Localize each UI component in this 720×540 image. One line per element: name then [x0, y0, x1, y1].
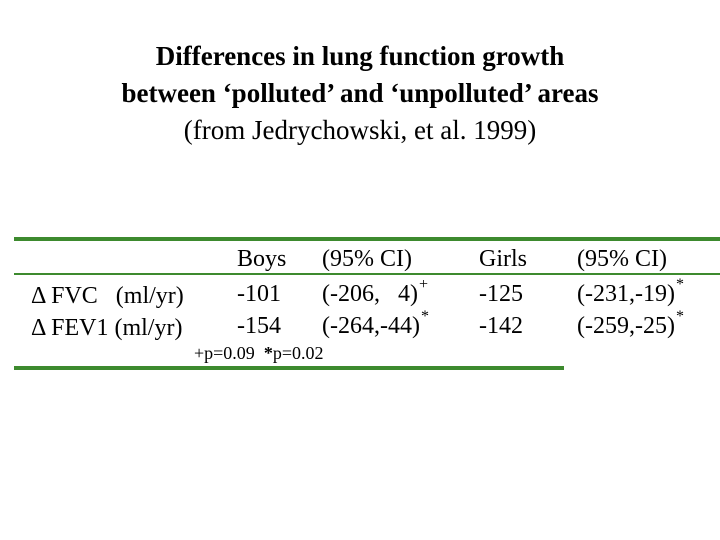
title-citation: (from Jedrychowski, et al. 1999): [183, 115, 537, 145]
row-fvc-boys-ci-value: (-206, 4): [322, 281, 418, 307]
row-fev1-girls-ci-value: (-259,-25): [577, 313, 675, 339]
header-boys: Boys: [237, 246, 287, 272]
row-label-fev1: Δ FEV1 (ml/yr): [31, 315, 183, 341]
row-label-fvc: Δ FVC (ml/yr): [31, 283, 184, 309]
row-fvc-girls-ci: (-231,-19)*: [577, 276, 684, 311]
row-fev1-boys-ci: (-264,-44)*: [322, 308, 429, 343]
row-fvc-boys-ci: (-206, 4)+: [322, 276, 428, 311]
footnote-plus: +p=0.09: [194, 343, 255, 363]
row-fvc-boys: -101: [237, 281, 281, 307]
row-fev1-girls-ci-mark: *: [675, 308, 684, 325]
row-fvc-girls-ci-mark: *: [675, 276, 684, 293]
footnote-star-mark: *: [263, 343, 273, 363]
row-fev1-girls: -142: [479, 313, 523, 339]
row-fev1-boys-ci-mark: *: [420, 308, 429, 325]
row-fvc-girls: -125: [479, 281, 523, 307]
title-line-1: Differences in lung function growth: [155, 41, 565, 71]
row-fev1-boys: -154: [237, 313, 281, 339]
table-top-rule: [14, 237, 720, 241]
header-girls-ci: (95% CI): [577, 246, 667, 272]
header-boys-ci: (95% CI): [322, 246, 412, 272]
footnote-star-text: p=0.02: [272, 343, 324, 363]
row-fvc-girls-ci-value: (-231,-19): [577, 281, 675, 307]
row-fvc-boys-ci-mark: +: [418, 276, 429, 293]
table-header-rule: [14, 273, 720, 275]
title-line-2: between ‘polluted’ and ‘unpolluted’ area…: [121, 78, 599, 108]
table-footnote: +p=0.09 *p=0.02: [194, 343, 323, 363]
slide-title: Differences in lung function growth betw…: [0, 38, 720, 149]
row-fev1-girls-ci: (-259,-25)*: [577, 308, 684, 343]
table-bottom-rule: [14, 366, 564, 370]
header-girls: Girls: [479, 246, 527, 272]
row-fev1-boys-ci-value: (-264,-44): [322, 313, 420, 339]
